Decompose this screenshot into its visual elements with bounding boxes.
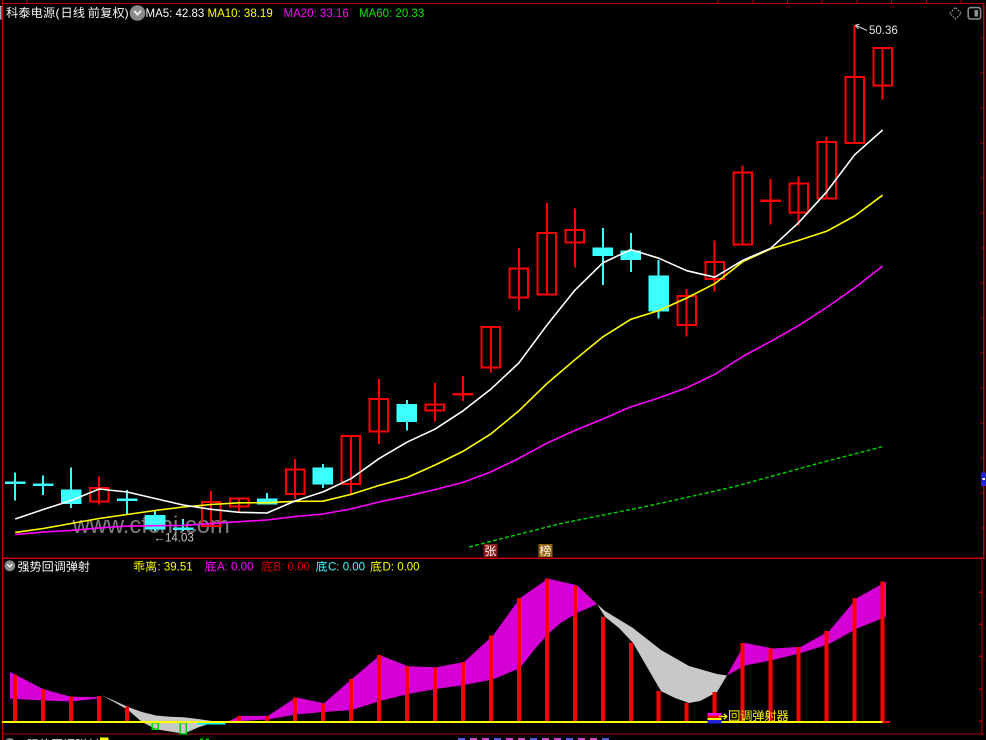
svg-text:←14.03: ←14.03	[154, 533, 194, 545]
svg-text:MA20: 33.16: MA20: 33.16	[284, 8, 349, 20]
svg-text:: 39.51: : 39.51	[158, 562, 193, 574]
svg-text:MA10: 38.19: MA10: 38.19	[208, 8, 273, 20]
svg-text:MA60: 20.33: MA60: 20.33	[359, 8, 424, 20]
svg-text:A: 0.00: A: 0.00	[217, 562, 253, 574]
svg-text:C: 0.00: C: 0.00	[328, 562, 365, 574]
svg-text:D: 0.00: D: 0.00	[383, 562, 420, 574]
svg-text:): )	[125, 6, 129, 20]
svg-text:50.36: 50.36	[869, 25, 898, 37]
svg-text:B: 0.00: B: 0.00	[274, 562, 310, 574]
svg-text:(: (	[56, 6, 60, 20]
svg-text:MA5: 42.83: MA5: 42.83	[146, 8, 205, 20]
